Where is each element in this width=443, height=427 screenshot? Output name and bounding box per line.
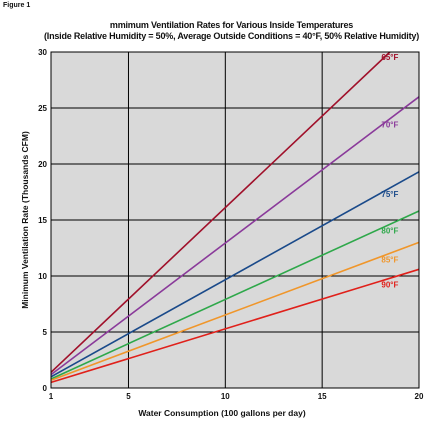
- series-line: [50, 51, 391, 373]
- y-tick-label: 25: [38, 104, 47, 113]
- series-lines: [50, 51, 420, 384]
- y-tick-label: 30: [38, 48, 47, 57]
- y-tick-labels: 0 5 10 15 20 25 30: [38, 48, 47, 393]
- series-line: [50, 96, 420, 376]
- y-tick-label: 10: [38, 272, 47, 281]
- series-label: 85°F: [381, 256, 398, 265]
- x-tick-labels: 1 5 10 15 20: [49, 392, 424, 401]
- chart-title: mmimum Ventilation Rates for Various Ins…: [109, 20, 354, 30]
- series-label: 80°F: [381, 226, 398, 235]
- x-tick-label: 1: [49, 392, 54, 401]
- series-label: 65°F: [381, 53, 398, 62]
- x-tick-label: 15: [318, 392, 327, 401]
- x-tick-label: 20: [415, 392, 424, 401]
- series-line: [50, 210, 420, 380]
- series-line: [50, 171, 420, 378]
- x-tick-label: 5: [126, 392, 131, 401]
- y-axis-label: Minimum Ventilation Rate (Thousands CFM): [20, 131, 30, 309]
- y-tick-label: 20: [38, 160, 47, 169]
- x-axis-label: Water Consumption (100 gallons per day): [138, 408, 306, 418]
- x-tick-label: 10: [221, 392, 230, 401]
- series-labels: 65°F 70°F 75°F 80°F 85°F 90°F: [381, 53, 398, 289]
- series-line: [50, 268, 420, 384]
- series-label: 75°F: [381, 190, 398, 199]
- series-line: [50, 241, 420, 381]
- figure-label: Figure 1: [3, 2, 31, 9]
- y-tick-label: 0: [43, 384, 48, 393]
- series-label: 90°F: [381, 281, 398, 290]
- y-tick-label: 5: [43, 328, 48, 337]
- series-label: 70°F: [381, 120, 398, 129]
- grid-lines: [51, 52, 419, 388]
- chart-subtitle: (Inside Relative Humidity = 50%, Average…: [43, 31, 420, 41]
- y-tick-label: 15: [38, 216, 47, 225]
- plot-border: [50, 51, 420, 389]
